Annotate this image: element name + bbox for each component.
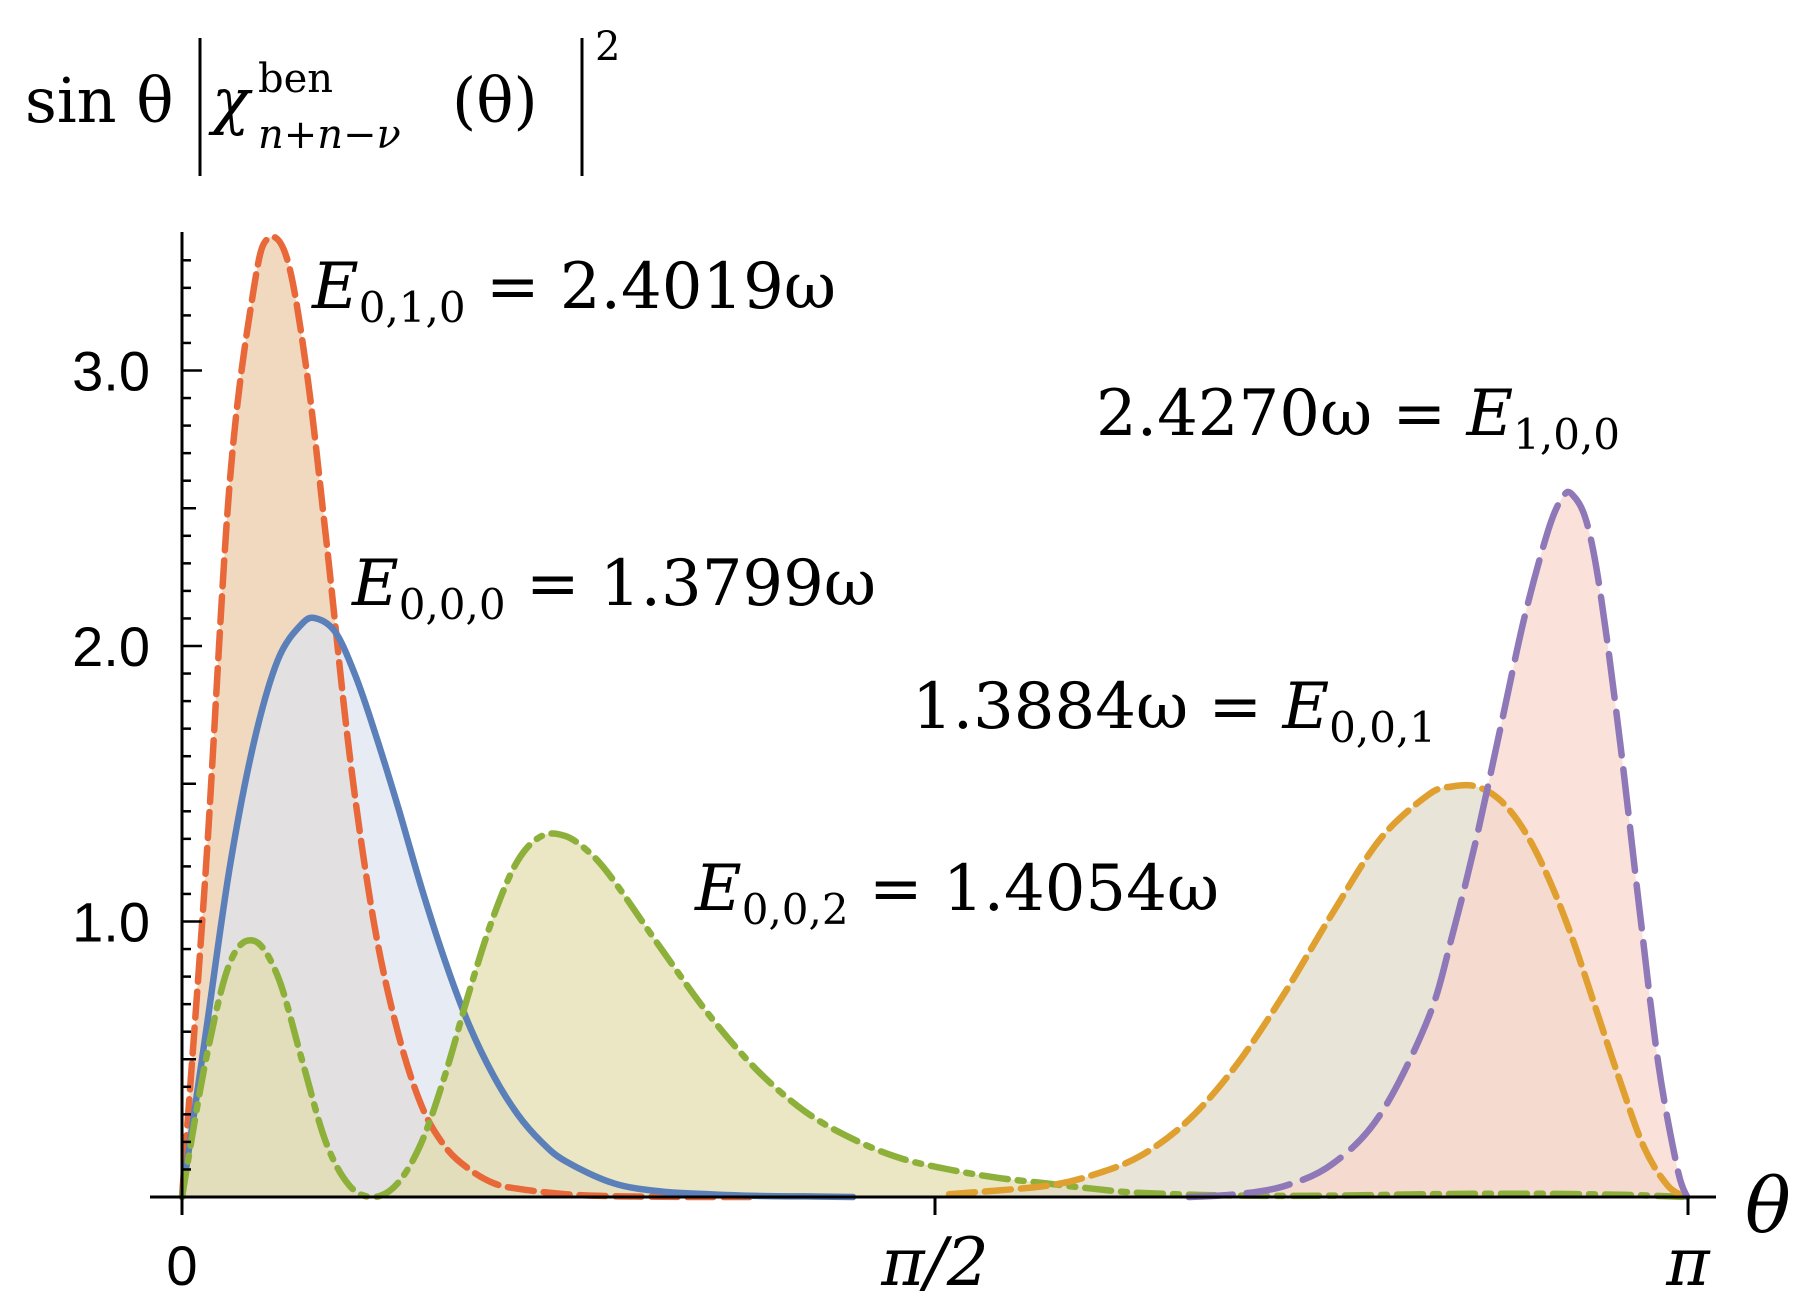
series-line-4 xyxy=(1185,488,1691,1201)
x-axis-label: θ xyxy=(1745,1161,1791,1250)
y-label-superscript: ben xyxy=(258,56,333,102)
x-tick-label-2: π xyxy=(1665,1224,1711,1301)
series-label-4: 2.4270ω = E1,0,0 xyxy=(1096,377,1620,459)
y-tick-label-2: 3.0 xyxy=(72,340,150,403)
x-tick-label-1: π/2 xyxy=(880,1224,989,1301)
series-label-3: 1.3884ω = E0,0,1 xyxy=(912,670,1436,752)
series-label-1: E0,0,0 = 1.3799ω xyxy=(351,547,876,629)
y-label-power: 2 xyxy=(595,24,620,70)
series-label-2: E0,0,2 = 1.4054ω xyxy=(694,852,1219,934)
y-label-symbol: χ xyxy=(208,64,253,137)
x-tick-label-0: 0 xyxy=(166,1234,197,1297)
series-fill-2 xyxy=(182,833,1688,1197)
y-label-argument: (θ) xyxy=(452,64,538,137)
series-line-0 xyxy=(178,233,761,1201)
y-label-subscript: n+n−ν xyxy=(258,112,401,158)
y-axis-label: sin θ χ ben n+n−ν (θ) 2 xyxy=(25,24,620,176)
y-tick-label-1: 2.0 xyxy=(72,615,150,678)
series-label-0: E0,1,0 = 2.4019ω xyxy=(311,250,836,332)
axes xyxy=(150,232,1716,1199)
series-fill-4 xyxy=(1188,491,1688,1197)
y-tick-label-0: 1.0 xyxy=(72,891,150,954)
series-line-1 xyxy=(178,614,857,1201)
series-labels: E0,1,0 = 2.4019ω E0,0,0 = 1.3799ω E0,0,2 =… xyxy=(311,250,1620,934)
ticks xyxy=(180,259,1690,1215)
series-lines xyxy=(178,233,1691,1201)
y-label-prefix: sin θ xyxy=(25,64,174,137)
tick-labels: 1.0 2.0 3.0 0 π/2 π xyxy=(72,340,1711,1302)
series-line-3 xyxy=(945,781,1691,1201)
